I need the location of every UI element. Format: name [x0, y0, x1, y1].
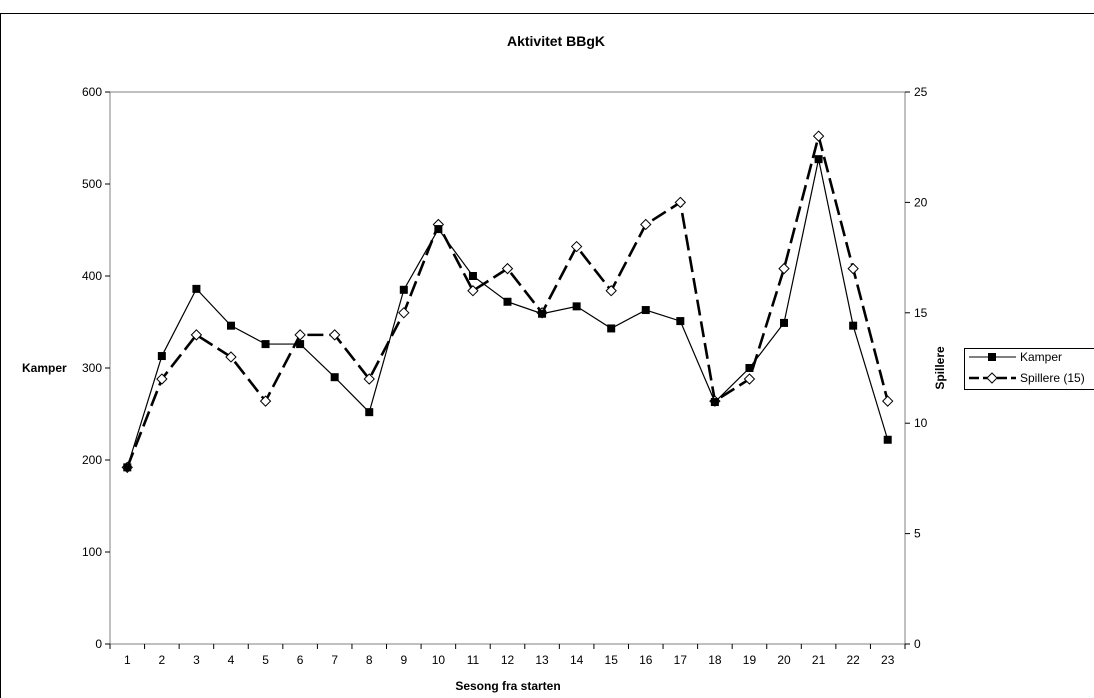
legend-label-spillere: Spillere (15) — [1020, 371, 1085, 385]
kamper-point — [641, 306, 650, 315]
x-tick-label: 17 — [674, 653, 688, 667]
y2-tick-label: 0 — [914, 637, 921, 651]
spillere-point — [847, 262, 859, 275]
spillere-point — [398, 307, 410, 319]
kamper-point — [676, 317, 685, 326]
kamper-point — [607, 324, 616, 333]
kamper-point — [261, 340, 270, 349]
y-tick-label: 100 — [82, 545, 102, 559]
x-tick-label: 18 — [708, 653, 722, 667]
legend-box — [964, 348, 1094, 390]
x-tick-label: 7 — [331, 653, 338, 667]
x-tick-label: 6 — [297, 653, 304, 667]
kamper-point — [814, 155, 823, 164]
x-tick-label: 19 — [743, 653, 757, 667]
right-axis: 0 5 10 15 20 25 — [905, 85, 928, 651]
x-tick-label: 2 — [159, 653, 166, 667]
kamper-point — [710, 398, 719, 407]
spillere-point — [501, 262, 514, 275]
spillere-point — [259, 395, 272, 407]
spillere-point — [570, 240, 583, 253]
kamper-point — [399, 285, 408, 294]
plot-area — [109, 91, 906, 645]
x-tick-label: 14 — [570, 653, 584, 667]
series-markers — [121, 130, 894, 474]
spillere-point — [225, 351, 237, 363]
legend-marker-spillere — [986, 372, 998, 384]
x-tick-label: 8 — [366, 653, 373, 667]
legend: Kamper Spillere (15) — [964, 348, 1094, 390]
x-tick-label: 21 — [812, 653, 826, 667]
y-tick-label: 600 — [82, 85, 102, 99]
x-tick-label: 3 — [193, 653, 200, 667]
kamper-point — [157, 352, 166, 361]
spillere-point — [328, 329, 341, 341]
y-tick-label: 0 — [95, 637, 102, 651]
legend-marker-kamper — [988, 353, 996, 361]
x-tick-label: 13 — [535, 653, 549, 667]
kamper-point — [192, 284, 201, 293]
x-tick-label: 15 — [605, 653, 619, 667]
spillere-point — [294, 329, 306, 341]
kamper-point — [780, 318, 789, 327]
y-tick-label: 400 — [82, 269, 102, 283]
y2-tick-label: 15 — [914, 306, 928, 320]
y2-axis-title: Spillere — [933, 346, 947, 390]
kamper-point — [296, 340, 305, 349]
series-line-spillere — [126, 134, 889, 468]
y-tick-label: 300 — [82, 361, 102, 375]
y-tick-label: 200 — [82, 453, 102, 467]
x-tick-label: 23 — [881, 653, 895, 667]
kamper-point — [468, 272, 477, 280]
kamper-point — [572, 302, 581, 311]
x-tick-label: 5 — [262, 653, 269, 667]
kamper-point — [330, 373, 339, 382]
kamper-point — [365, 408, 374, 417]
kamper-point — [226, 321, 235, 330]
x-axis: 1 2 3 4 5 6 7 8 9 10 11 12 13 14 15 16 17 18 19 20 21 22 23 — [109, 644, 906, 667]
kamper-point — [503, 297, 512, 306]
x-tick-label: 11 — [467, 653, 480, 667]
x-tick-label: 16 — [639, 653, 653, 667]
y2-tick-label: 25 — [914, 85, 928, 99]
x-tick-label: 20 — [777, 653, 791, 667]
y-axis-title: Kamper — [22, 361, 67, 375]
x-tick-label: 10 — [432, 653, 446, 667]
x-tick-label: 4 — [228, 653, 235, 667]
spillere-point — [605, 285, 617, 297]
kamper-point — [123, 463, 132, 472]
chart-title: Aktivitet BBgK — [507, 33, 605, 49]
x-tick-label: 12 — [501, 653, 515, 667]
y2-tick-label: 20 — [914, 195, 928, 209]
spillere-point — [812, 130, 825, 142]
y2-tick-label: 5 — [914, 527, 921, 541]
spillere-point — [467, 285, 479, 297]
y2-tick-label: 10 — [914, 416, 928, 430]
kamper-point — [883, 435, 892, 444]
kamper-point — [538, 309, 547, 318]
spillere-point — [156, 373, 168, 385]
x-axis-title: Sesong fra starten — [455, 679, 560, 693]
x-tick-label: 9 — [400, 653, 407, 667]
kamper-point — [434, 225, 443, 234]
spillere-point — [190, 329, 203, 341]
spillere-point — [674, 196, 687, 209]
spillere-point — [640, 218, 652, 231]
kamper-point — [745, 364, 754, 372]
legend-label-kamper: Kamper — [1020, 350, 1062, 364]
x-tick-label: 22 — [846, 653, 860, 667]
x-tick-label: 1 — [124, 653, 131, 667]
spillere-point — [743, 373, 756, 385]
y-tick-label: 500 — [82, 177, 102, 191]
kamper-point — [849, 321, 858, 330]
left-axis: 0 100 200 300 400 500 600 — [82, 85, 110, 651]
spillere-point — [363, 373, 375, 385]
spillere-point — [778, 262, 790, 275]
spillere-point — [882, 395, 894, 407]
